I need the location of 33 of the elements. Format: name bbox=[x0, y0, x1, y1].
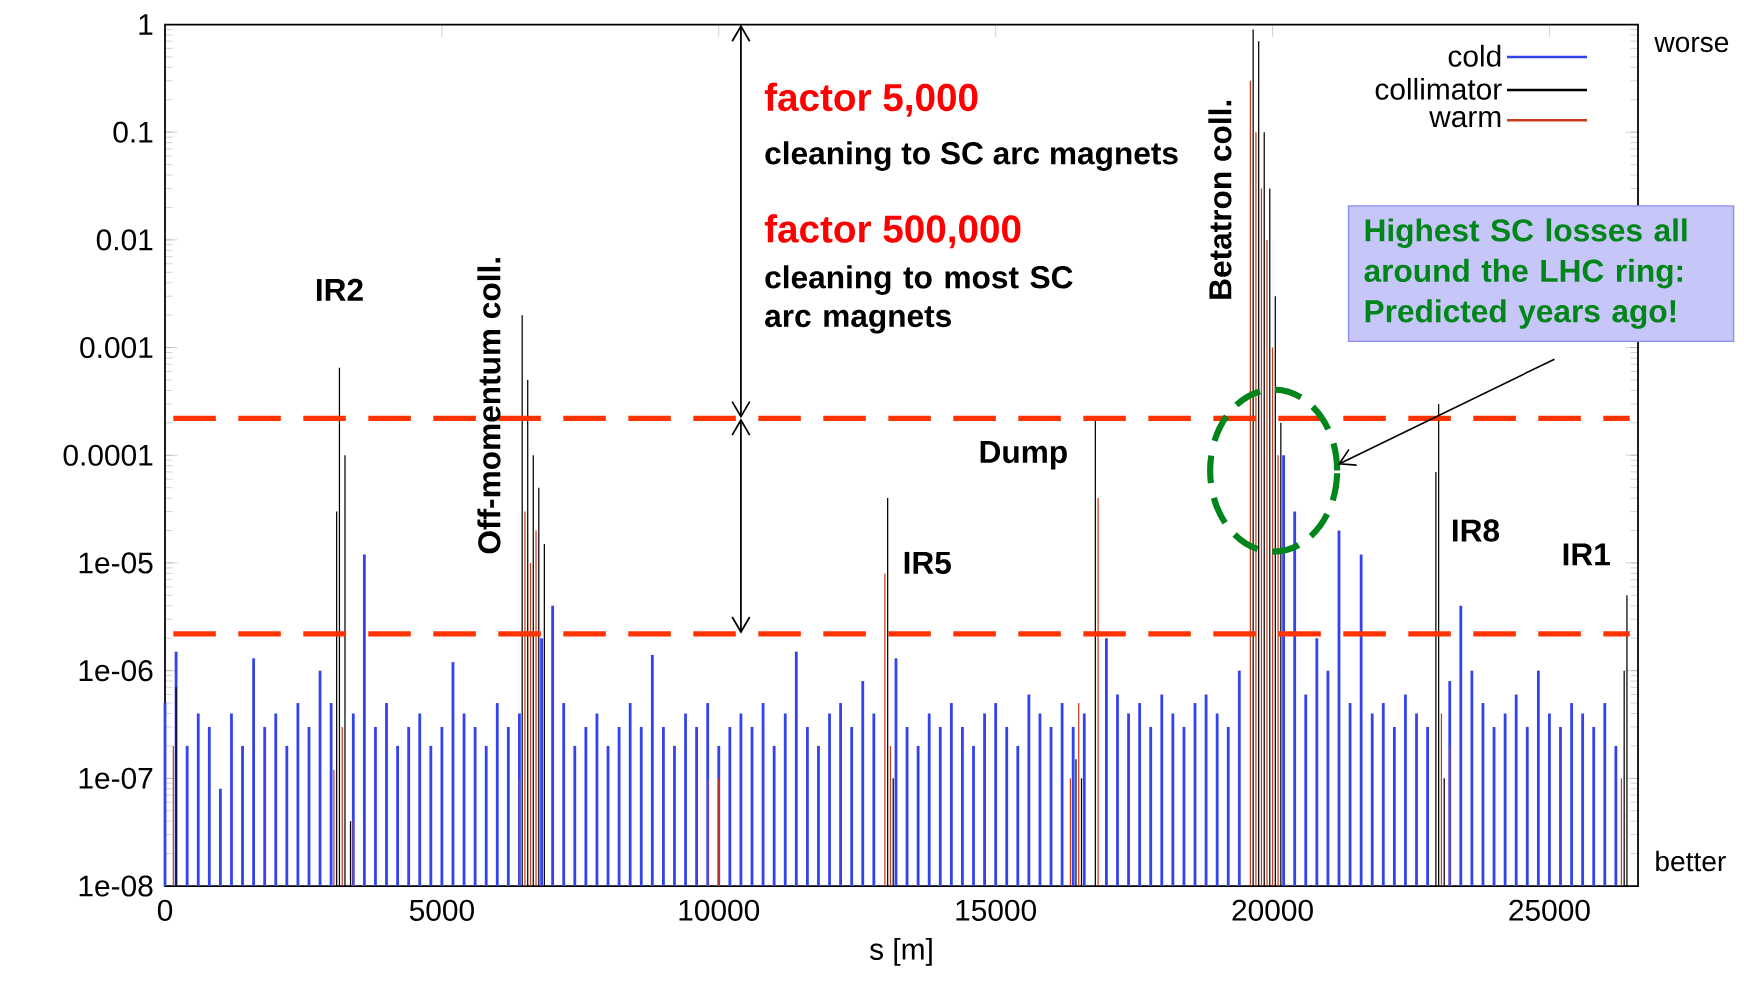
x-axis-title: s [m] bbox=[869, 937, 932, 966]
y-tick-label: 1e-08 bbox=[79, 875, 153, 897]
y-tick-label: 0.0001 bbox=[63, 444, 153, 466]
y-tick-label: 1e-05 bbox=[79, 552, 153, 574]
x-tick-label: 5000 bbox=[409, 899, 474, 921]
annotation: IR5 bbox=[904, 551, 951, 574]
x-tick-label: 15000 bbox=[956, 899, 1037, 921]
annotation: Dump bbox=[980, 441, 1067, 470]
y-tick-label: 1e-07 bbox=[79, 767, 153, 789]
annotation: IR1 bbox=[1563, 543, 1610, 566]
annotation: factor 500,000 bbox=[764, 214, 1021, 249]
annotation: Betatron coll. bbox=[1208, 100, 1232, 299]
y-tick-label: 1 bbox=[139, 14, 153, 35]
y-tick-label: 0.01 bbox=[96, 229, 153, 251]
x-tick-label: 25000 bbox=[1509, 899, 1590, 921]
annotation: IR2 bbox=[316, 278, 363, 301]
annotation: cleaning to SC arc magnets bbox=[765, 141, 1178, 171]
x-tick-label: 10000 bbox=[679, 899, 760, 921]
annotation: IR8 bbox=[1452, 519, 1500, 542]
legend-label: collimator bbox=[1375, 77, 1502, 100]
y-tick-label: 0.1 bbox=[113, 121, 153, 143]
x-tick-label: 0 bbox=[157, 899, 173, 921]
annotation: factor 5,000 bbox=[764, 82, 978, 117]
x-tick-label: 20000 bbox=[1232, 899, 1313, 921]
text: worse bbox=[1654, 36, 1729, 53]
y-tick-label: 1e-06 bbox=[79, 660, 153, 682]
legend-label: cold bbox=[1448, 44, 1501, 67]
annotation: Highest SC losses all around the LHC ring: Predicted years ago! bbox=[1364, 218, 1687, 329]
legend-label: warm bbox=[1429, 110, 1501, 128]
annotation: Off-momentum coll. bbox=[477, 258, 501, 554]
text: better bbox=[1656, 850, 1726, 872]
y-tick-label: 0.001 bbox=[80, 336, 153, 359]
annotation: cleaning to most SC arc magnets bbox=[765, 265, 1073, 334]
